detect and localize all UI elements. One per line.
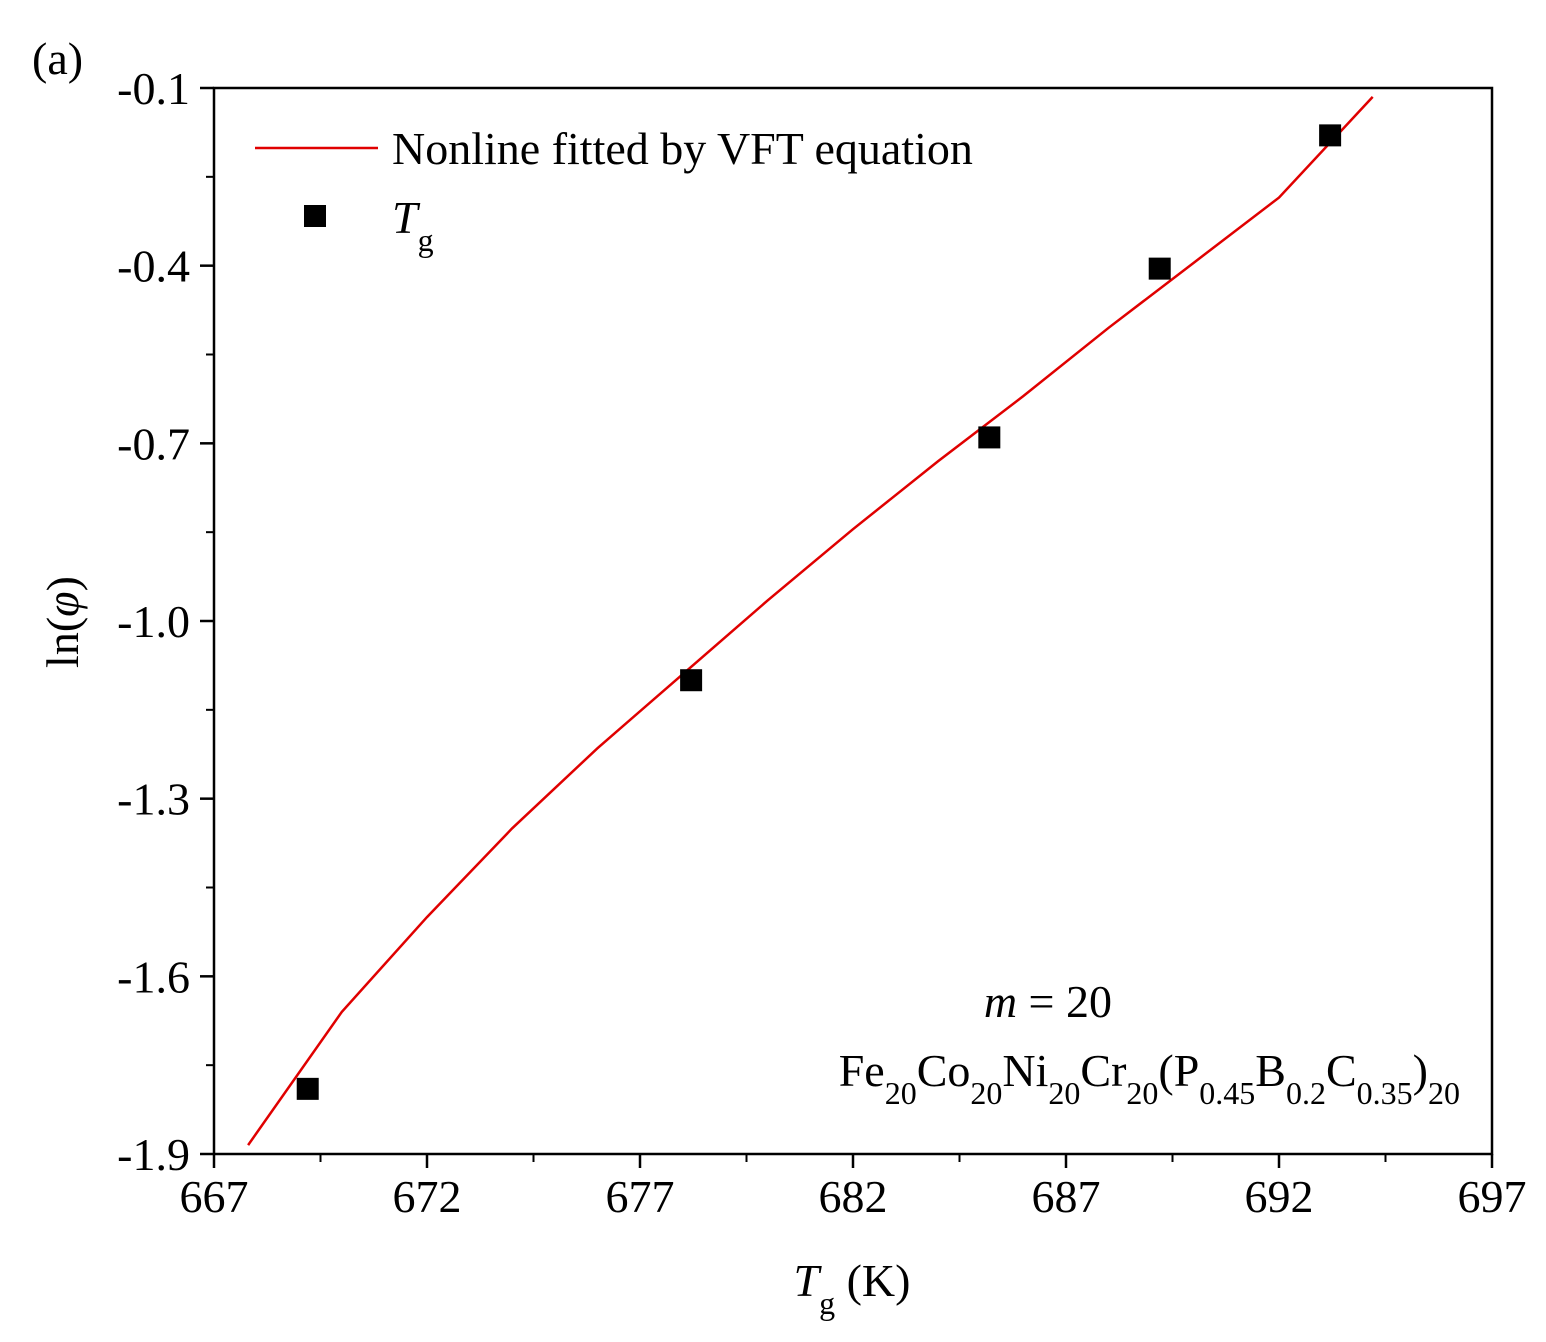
- composition-subscript: 0.2: [1286, 1075, 1326, 1111]
- x-axis-title: Tg (K): [794, 1255, 911, 1321]
- composition-subscript: 20: [1126, 1075, 1158, 1111]
- composition-subscript: 20: [885, 1075, 917, 1111]
- x-tick-label: 677: [606, 1171, 675, 1222]
- composition-subscript: 0.35: [1357, 1075, 1413, 1111]
- y-axis: -1.9 -1.6 -1.3 -1.0 -0.7 -0.4 -0.1: [117, 63, 214, 1180]
- x-title-main: T: [794, 1255, 823, 1306]
- y-tick-label: -0.4: [117, 241, 190, 292]
- data-point: [1319, 124, 1342, 147]
- plot-frame: [212, 86, 1494, 1156]
- composition-element: C: [1326, 1045, 1357, 1096]
- y-tick-label: -1.0: [117, 596, 190, 647]
- y-tick-label: -1.6: [117, 951, 190, 1002]
- composition-element: B: [1255, 1045, 1286, 1096]
- composition-subscript: 0.45: [1199, 1075, 1255, 1111]
- x-title-sub: g: [819, 1285, 835, 1321]
- composition-element: Cr: [1080, 1045, 1126, 1096]
- m-var: m: [984, 976, 1017, 1027]
- composition-element: ): [1413, 1045, 1428, 1096]
- y-tick-label: -0.7: [117, 418, 190, 469]
- data-point: [680, 669, 703, 692]
- composition-subscript: 20: [970, 1075, 1002, 1111]
- legend-point-main: T: [392, 192, 421, 243]
- composition-subscript: 20: [1048, 1075, 1080, 1111]
- y-title-pre: ln(: [37, 617, 88, 668]
- data-point: [296, 1077, 319, 1100]
- m-rest: = 20: [1017, 976, 1112, 1027]
- y-tick-label: -0.1: [117, 63, 190, 114]
- legend-point-sub: g: [418, 222, 434, 258]
- data-point: [1148, 257, 1171, 280]
- legend-point-label: Tg: [392, 192, 434, 258]
- x-axis: 667 672 677 682 687 692 697: [180, 1154, 1527, 1222]
- series-layer: [247, 96, 1374, 1146]
- composition-subscript: 20: [1428, 1075, 1460, 1111]
- panel-label: (a): [32, 33, 83, 84]
- x-tick-label: 667: [180, 1171, 249, 1222]
- legend: Nonline fitted by VFT equation Tg: [255, 123, 973, 258]
- legend-point-swatch: [304, 205, 326, 227]
- y-tick-label: -1.3: [117, 774, 190, 825]
- x-tick-label: 682: [819, 1171, 888, 1222]
- y-tick-label: -1.9: [117, 1129, 190, 1180]
- x-tick-label: 692: [1245, 1171, 1314, 1222]
- legend-line-label: Nonline fitted by VFT equation: [392, 123, 973, 174]
- composition-annotation: Fe20Co20Ni20Cr20(P0.45B0.2C0.35)20: [839, 1045, 1460, 1111]
- x-tick-label: 697: [1458, 1171, 1527, 1222]
- y-title-sym: φ: [37, 591, 88, 616]
- composition-element: Co: [917, 1045, 971, 1096]
- x-title-unit: (K): [835, 1255, 910, 1306]
- data-point: [978, 426, 1001, 449]
- x-tick-label: 687: [1032, 1171, 1101, 1222]
- fit-line: [247, 96, 1374, 1146]
- composition-element: Fe: [839, 1045, 885, 1096]
- y-axis-title: ln(φ): [37, 576, 88, 668]
- composition-element: Ni: [1002, 1045, 1048, 1096]
- m-annotation: m = 20: [984, 976, 1112, 1027]
- y-title-post: ): [37, 576, 88, 591]
- composition-element: (P: [1158, 1045, 1199, 1096]
- x-tick-label: 672: [393, 1171, 462, 1222]
